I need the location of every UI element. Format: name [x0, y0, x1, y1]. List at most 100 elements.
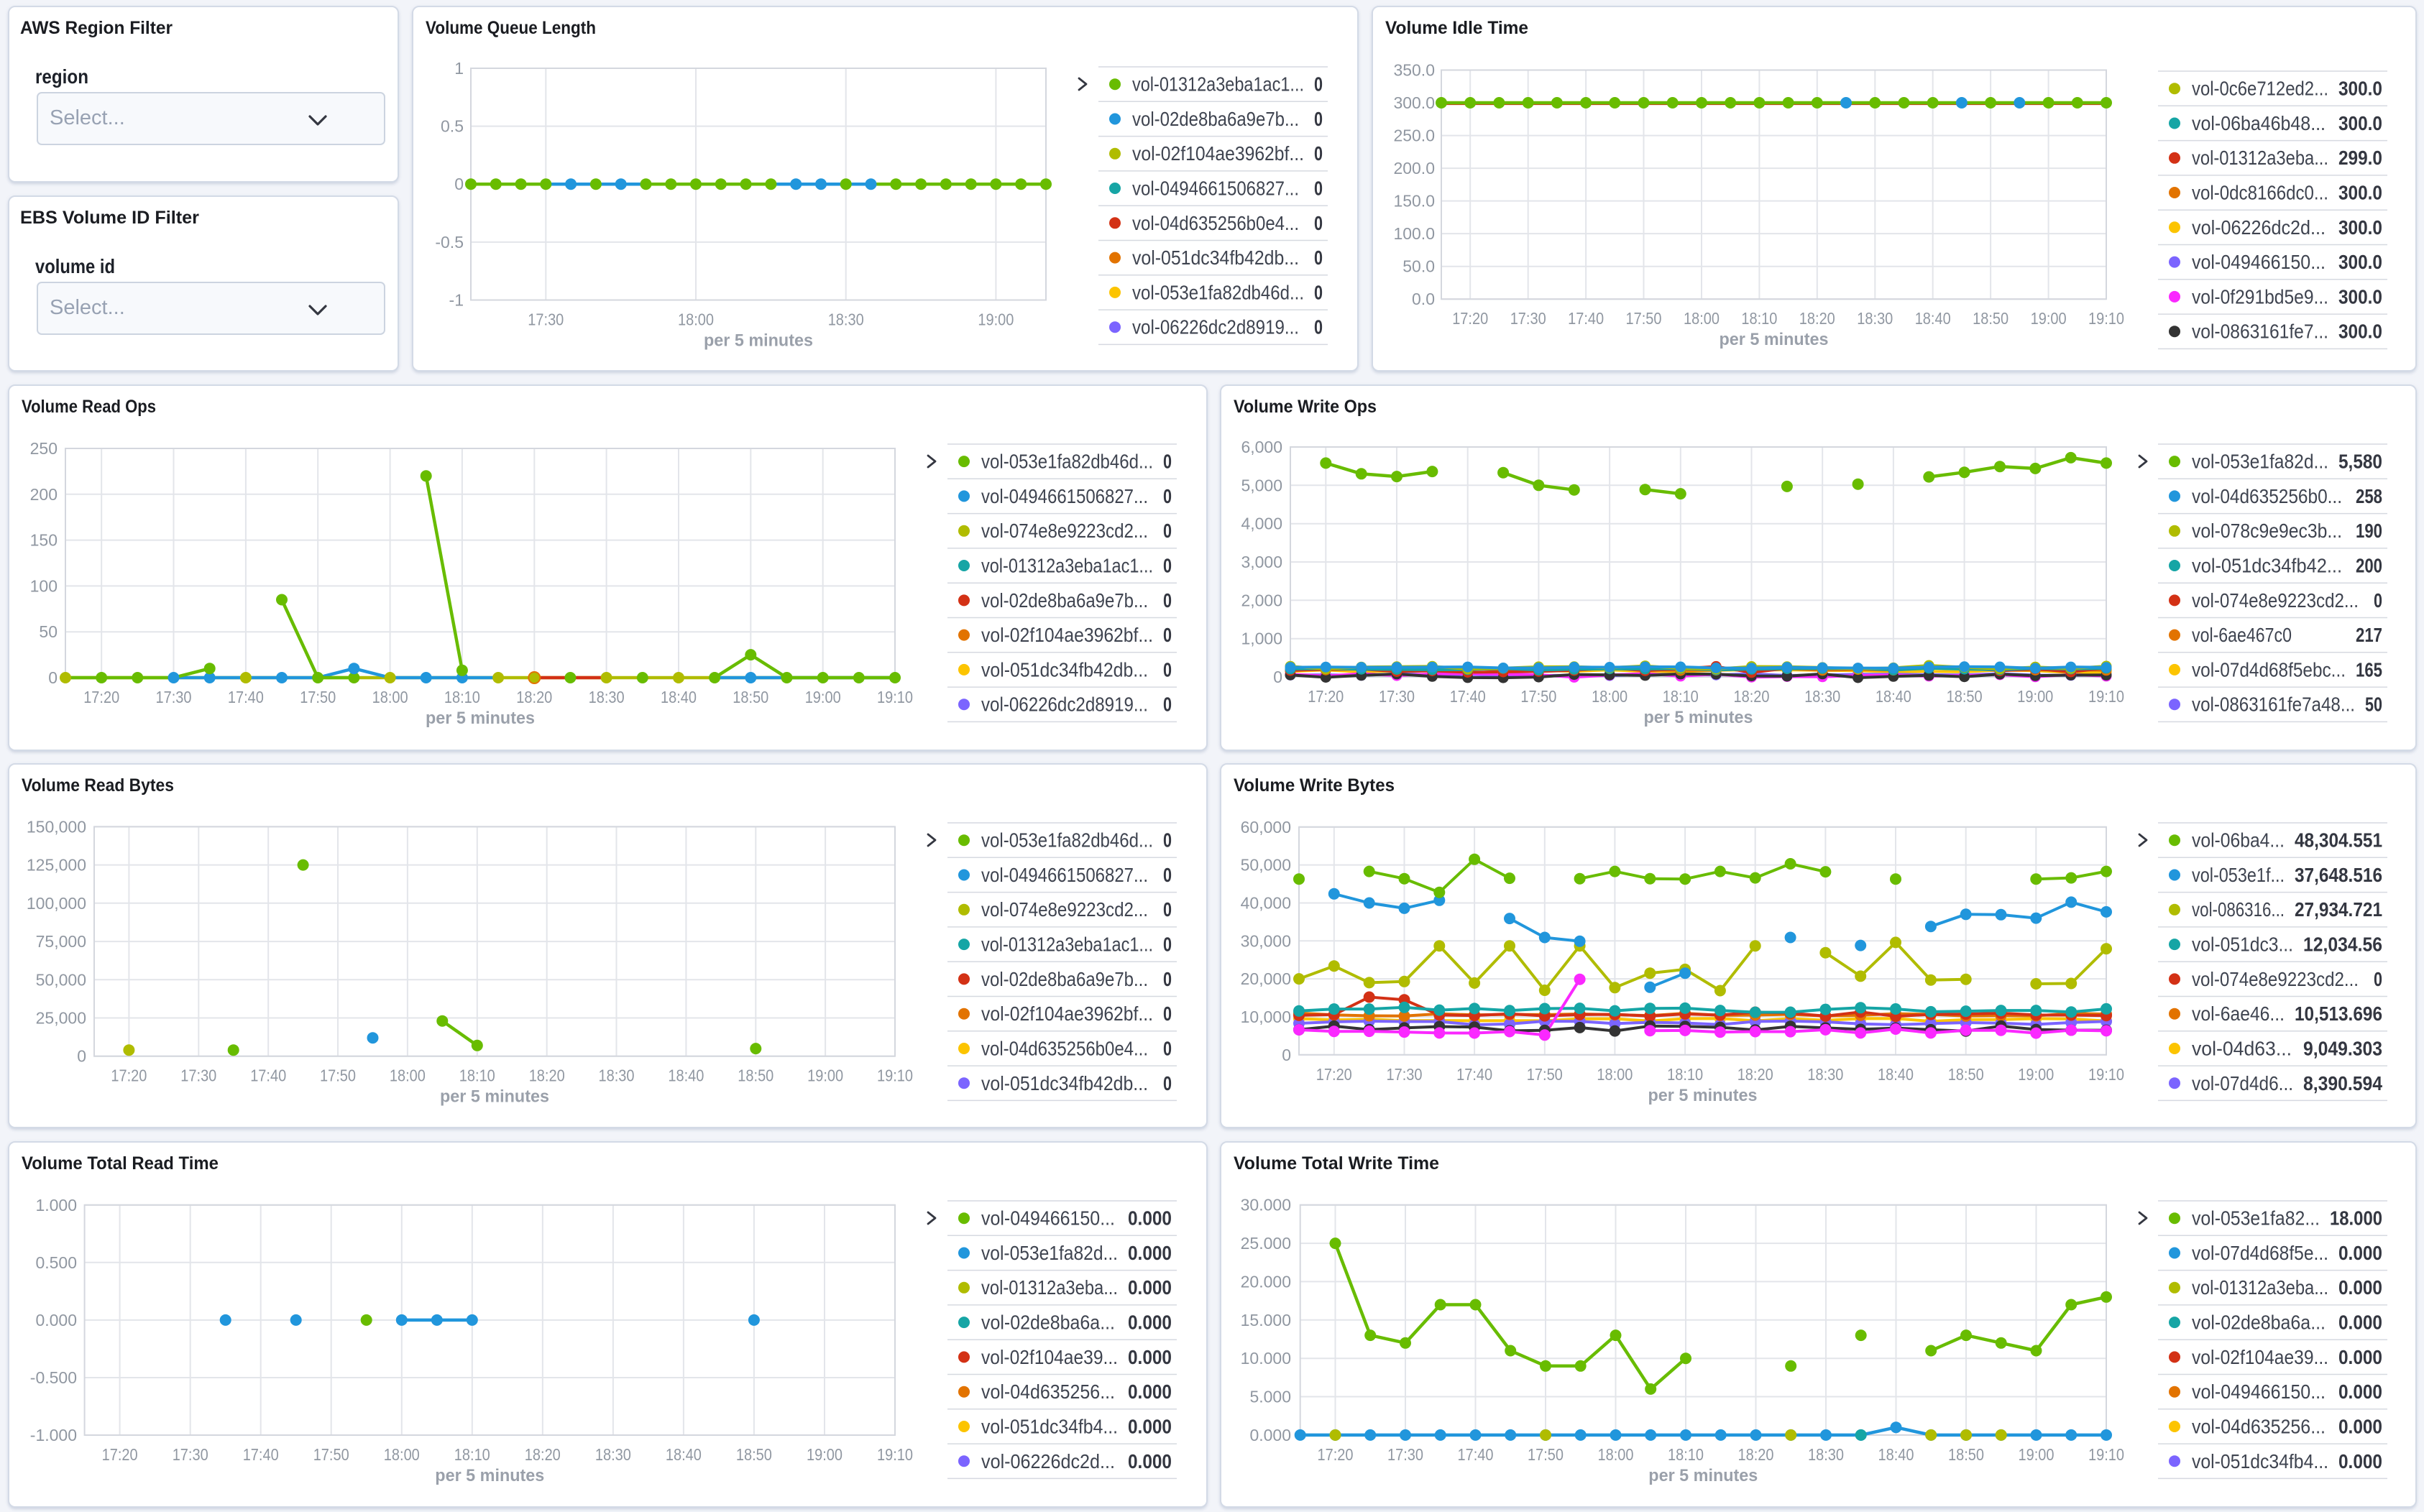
svg-text:300.0: 300.0	[2338, 216, 2382, 239]
svg-text:18:50: 18:50	[733, 688, 768, 706]
svg-text:vol-051dc34fb42db...: vol-051dc34fb42db...	[981, 1072, 1148, 1094]
svg-text:1.000: 1.000	[35, 1196, 77, 1214]
svg-text:0: 0	[1314, 142, 1323, 165]
svg-text:vol-0863161fe7a48...: vol-0863161fe7a48...	[2192, 693, 2355, 716]
svg-text:18:50: 18:50	[1948, 1065, 1984, 1084]
svg-text:vol-06226dc2d8919...: vol-06226dc2d8919...	[1132, 316, 1299, 338]
svg-text:258: 258	[2356, 485, 2382, 507]
svg-text:vol-04d635256b0e4...: vol-04d635256b0e4...	[981, 1038, 1148, 1060]
svg-text:0: 0	[2374, 968, 2382, 990]
svg-text:Volume Total Write Time: Volume Total Write Time	[1234, 1153, 1439, 1174]
svg-text:EBS Volume ID Filter: EBS Volume ID Filter	[20, 208, 199, 228]
svg-text:0: 0	[1314, 73, 1323, 96]
svg-text:19:00: 19:00	[2017, 687, 2053, 706]
svg-text:vol-078c9e9ec3b...: vol-078c9e9ec3b...	[2192, 520, 2342, 542]
svg-text:18:00: 18:00	[678, 310, 714, 329]
svg-text:18:20: 18:20	[525, 1445, 561, 1464]
svg-text:20.000: 20.000	[1241, 1272, 1291, 1291]
svg-text:300.0: 300.0	[2338, 112, 2382, 134]
svg-text:vol-051dc34fb42db...: vol-051dc34fb42db...	[1132, 246, 1299, 269]
svg-text:Volume Write Ops: Volume Write Ops	[1234, 397, 1377, 417]
svg-text:17:30: 17:30	[528, 310, 564, 329]
svg-text:vol-06ba46b48...: vol-06ba46b48...	[2192, 112, 2326, 134]
svg-text:250.0: 250.0	[1393, 126, 1435, 145]
svg-text:17:20: 17:20	[1308, 687, 1344, 706]
svg-text:18:20: 18:20	[1734, 687, 1770, 706]
svg-text:17:50: 17:50	[1520, 687, 1556, 706]
svg-text:50: 50	[39, 622, 58, 641]
svg-text:19:00: 19:00	[807, 1445, 843, 1464]
svg-text:17:40: 17:40	[228, 688, 264, 706]
svg-text:9,049.303: 9,049.303	[2303, 1038, 2382, 1060]
svg-text:17:30: 17:30	[1387, 1065, 1423, 1084]
svg-text:18:20: 18:20	[529, 1066, 565, 1085]
svg-text:50,000: 50,000	[1241, 856, 1291, 875]
svg-text:300.0: 300.0	[2338, 182, 2382, 204]
svg-text:18:40: 18:40	[1878, 1065, 1914, 1084]
svg-text:per 5 minutes: per 5 minutes	[1720, 330, 1829, 349]
svg-text:30.000: 30.000	[1241, 1196, 1291, 1214]
svg-text:0: 0	[1163, 451, 1172, 473]
svg-text:vol-074e8e9223cd2...: vol-074e8e9223cd2...	[981, 898, 1148, 921]
svg-text:vol-06226dc2d8919...: vol-06226dc2d8919...	[981, 693, 1148, 716]
svg-text:0: 0	[1163, 1002, 1172, 1025]
svg-text:19:00: 19:00	[2019, 1445, 2055, 1464]
svg-text:20,000: 20,000	[1241, 969, 1291, 988]
svg-text:-1: -1	[449, 291, 464, 310]
svg-text:25,000: 25,000	[36, 1009, 86, 1028]
svg-text:217: 217	[2356, 624, 2382, 646]
svg-text:50,000: 50,000	[36, 970, 86, 989]
svg-text:100.0: 100.0	[1393, 224, 1435, 243]
svg-text:5.000: 5.000	[1249, 1388, 1291, 1406]
svg-text:18:20: 18:20	[1737, 1065, 1773, 1084]
svg-text:vol-06226dc2d...: vol-06226dc2d...	[981, 1450, 1115, 1472]
svg-text:0: 0	[1163, 864, 1172, 886]
svg-text:region: region	[35, 65, 88, 88]
svg-text:vol-0494661506827...: vol-0494661506827...	[1132, 178, 1299, 200]
svg-text:vol-053e1fa82db46d...: vol-053e1fa82db46d...	[981, 451, 1153, 473]
svg-text:18:40: 18:40	[668, 1066, 704, 1085]
svg-text:AWS Region Filter: AWS Region Filter	[20, 18, 173, 38]
svg-text:vol-06ba4...: vol-06ba4...	[2192, 829, 2285, 852]
svg-text:18:30: 18:30	[1804, 687, 1840, 706]
svg-text:vol-01312a3eba...: vol-01312a3eba...	[2192, 147, 2328, 169]
svg-text:17:20: 17:20	[1318, 1445, 1354, 1464]
svg-text:vol-051dc34fb42db...: vol-051dc34fb42db...	[981, 658, 1148, 681]
svg-text:0: 0	[1163, 1038, 1172, 1060]
svg-text:vol-049466150...: vol-049466150...	[2192, 1380, 2326, 1403]
svg-text:0.000: 0.000	[1128, 1312, 1172, 1334]
svg-text:19:10: 19:10	[877, 1445, 913, 1464]
svg-text:vol-04d63...: vol-04d63...	[2192, 1038, 2292, 1060]
svg-text:0.000: 0.000	[1128, 1242, 1172, 1264]
svg-text:19:00: 19:00	[2018, 1065, 2054, 1084]
svg-text:0: 0	[1314, 178, 1323, 200]
svg-text:17:30: 17:30	[1379, 687, 1415, 706]
svg-text:17:40: 17:40	[250, 1066, 286, 1085]
svg-text:1: 1	[454, 59, 464, 78]
svg-text:18:10: 18:10	[454, 1445, 490, 1464]
svg-text:vol-0494661506827...: vol-0494661506827...	[981, 485, 1148, 507]
svg-text:100,000: 100,000	[27, 894, 86, 913]
svg-text:165: 165	[2356, 658, 2382, 681]
svg-text:0: 0	[1163, 485, 1172, 507]
svg-text:vol-0c6e712ed2...: vol-0c6e712ed2...	[2192, 78, 2328, 100]
svg-text:18:20: 18:20	[516, 688, 552, 706]
svg-text:18:30: 18:30	[1857, 309, 1893, 328]
svg-text:0: 0	[1314, 212, 1323, 234]
svg-text:17:30: 17:30	[1387, 1445, 1423, 1464]
svg-text:vol-02f104ae39...: vol-02f104ae39...	[981, 1346, 1118, 1368]
svg-text:vol-02de8ba6a9e7b...: vol-02de8ba6a9e7b...	[981, 968, 1148, 990]
svg-text:vol-0dc8166dc0...: vol-0dc8166dc0...	[2192, 182, 2328, 204]
svg-text:per 5 minutes: per 5 minutes	[426, 709, 535, 728]
svg-text:Volume Idle Time: Volume Idle Time	[1385, 18, 1528, 38]
svg-text:vol-01312a3eba1ac1...: vol-01312a3eba1ac1...	[1132, 73, 1304, 96]
svg-text:18:40: 18:40	[661, 688, 697, 706]
svg-text:vol-04d635256...: vol-04d635256...	[981, 1380, 1115, 1403]
svg-text:vol-04d635256b0e4...: vol-04d635256b0e4...	[1132, 212, 1299, 234]
svg-text:0: 0	[1163, 829, 1172, 852]
svg-text:299.0: 299.0	[2338, 147, 2382, 169]
svg-text:Volume Read Bytes: Volume Read Bytes	[22, 775, 174, 796]
svg-text:17:20: 17:20	[83, 688, 119, 706]
svg-text:19:00: 19:00	[2031, 309, 2067, 328]
svg-text:0: 0	[1163, 968, 1172, 990]
